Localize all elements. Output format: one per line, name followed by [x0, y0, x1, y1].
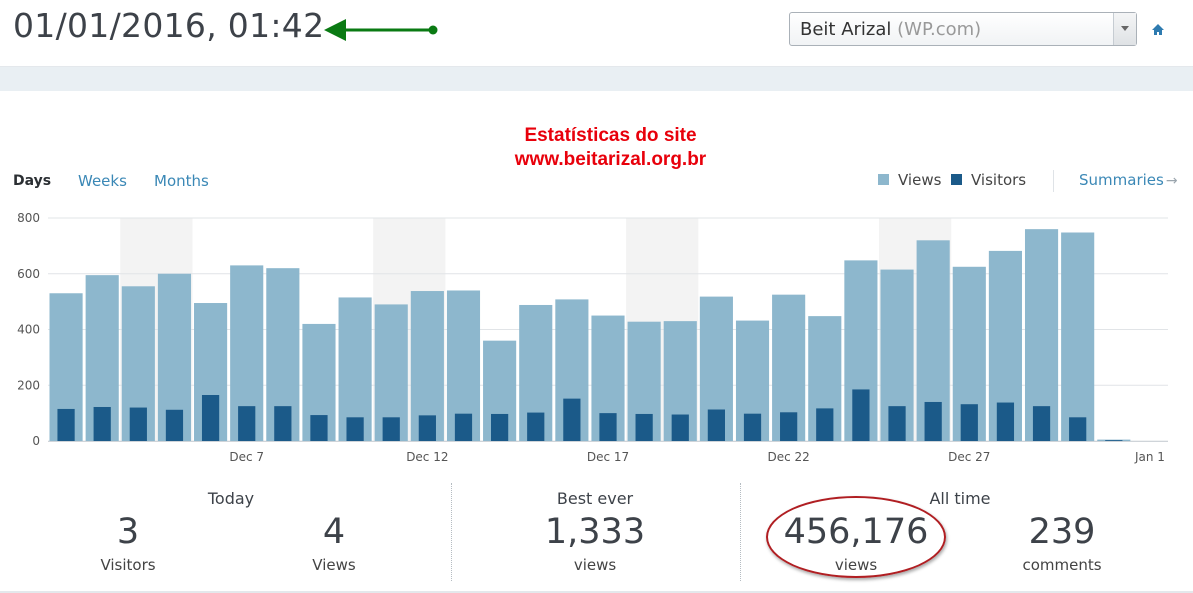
legend-views-swatch	[878, 174, 889, 185]
visitors-bar	[129, 407, 147, 441]
today-visitors-value: 3	[116, 512, 140, 552]
today-views-value: 4	[322, 512, 346, 552]
best-ever-heading: Best ever	[556, 489, 634, 508]
y-tick-label: 200	[17, 378, 40, 392]
x-tick-label: Dec 12	[406, 450, 448, 464]
y-tick-label: 0	[32, 434, 40, 448]
stats-divider	[451, 483, 452, 581]
visitors-bar	[780, 412, 798, 441]
visitors-bar	[418, 415, 436, 441]
visitors-bar	[852, 389, 870, 441]
annotation-url: www.beitarizal.org.br	[514, 149, 707, 170]
legend-divider	[1053, 170, 1054, 192]
views-bar	[338, 297, 372, 441]
visitors-bar	[563, 398, 581, 441]
legend-visitors: Visitors	[951, 171, 1026, 189]
x-tick-label: Dec 7	[229, 450, 264, 464]
views-bar	[1061, 232, 1095, 441]
visitors-bar	[454, 413, 473, 441]
visitors-bar	[57, 408, 75, 441]
visitors-bar	[527, 412, 545, 441]
summaries-link[interactable]: Summaries →	[1079, 171, 1178, 189]
today-views-label: Views	[312, 556, 356, 574]
legend-visitors-swatch	[951, 174, 962, 185]
stats-bar-chart: 0 200 400 600 800 Dec 7 Dec 12 Dec 17 Dec 22 Dec …	[17, 211, 1168, 464]
y-tick-label: 800	[17, 211, 40, 225]
visitors-bar	[635, 413, 653, 441]
visitors-bar	[93, 406, 111, 441]
red-circle-annotation	[766, 496, 946, 578]
summaries-label: Summaries	[1079, 171, 1164, 189]
all-time-comments-label: comments	[1022, 556, 1102, 574]
x-tick-label: Dec 27	[948, 450, 990, 464]
today-visitors-label: Visitors	[100, 556, 156, 574]
visitors-bar	[599, 413, 617, 441]
site-selector-dropdown[interactable]: Beit Arizal (WP.com)	[789, 12, 1137, 46]
annotation-title: Estatísticas do site	[524, 125, 697, 146]
today-heading: Today	[207, 489, 255, 508]
site-suffix: (WP.com)	[897, 19, 982, 40]
x-tick-label: Dec 17	[587, 450, 629, 464]
home-icon[interactable]	[1151, 23, 1165, 37]
visitors-bar	[201, 395, 220, 441]
visitors-bar	[1032, 406, 1051, 441]
arrow-right-icon: →	[1165, 173, 1178, 189]
green-arrow-annotation	[324, 19, 438, 41]
visitors-bar	[816, 408, 834, 441]
tab-days[interactable]: Days	[13, 173, 52, 189]
stats-divider	[740, 483, 741, 581]
visitors-bar	[888, 406, 906, 441]
best-ever-value: 1,333	[544, 512, 646, 552]
datetime-display: 01/01/2016, 01:42	[13, 6, 325, 45]
views-bar	[1024, 229, 1059, 441]
chevron-down-icon[interactable]	[1113, 13, 1136, 45]
visitors-bar	[310, 415, 328, 441]
all-time-comments-value: 239	[1028, 512, 1096, 552]
all-time-heading: All time	[929, 489, 991, 508]
visitors-bar	[274, 406, 292, 441]
visitors-bar	[165, 409, 184, 441]
y-tick-label: 400	[17, 323, 40, 337]
header-bar: 01/01/2016, 01:42 Beit Arizal (WP.com)	[0, 0, 1193, 67]
toolbar-strip	[0, 67, 1193, 91]
visitors-bar	[238, 406, 256, 441]
visitors-bar	[1105, 440, 1123, 441]
visitors-bar	[1069, 417, 1087, 441]
visitors-bar	[671, 414, 689, 441]
bottom-border	[0, 591, 1193, 593]
tab-months[interactable]: Months	[154, 172, 209, 190]
legend-views-label: Views	[898, 171, 942, 189]
visitors-bar	[490, 413, 509, 441]
legend-visitors-label: Visitors	[971, 171, 1027, 189]
visitors-bar	[382, 417, 400, 441]
visitors-bar	[743, 413, 762, 441]
x-tick-label: Jan 1	[1134, 450, 1165, 464]
visitors-bar	[346, 417, 364, 441]
visitors-bar	[960, 404, 978, 441]
site-name: Beit Arizal	[800, 19, 892, 40]
visitors-bar	[924, 401, 942, 441]
legend-views: Views	[878, 171, 941, 189]
tab-weeks[interactable]: Weeks	[78, 172, 127, 190]
y-tick-label: 600	[17, 267, 40, 281]
visitors-bar	[996, 402, 1015, 441]
x-tick-label: Dec 22	[767, 450, 809, 464]
visitors-bar	[707, 409, 726, 441]
best-ever-label: views	[573, 556, 617, 574]
